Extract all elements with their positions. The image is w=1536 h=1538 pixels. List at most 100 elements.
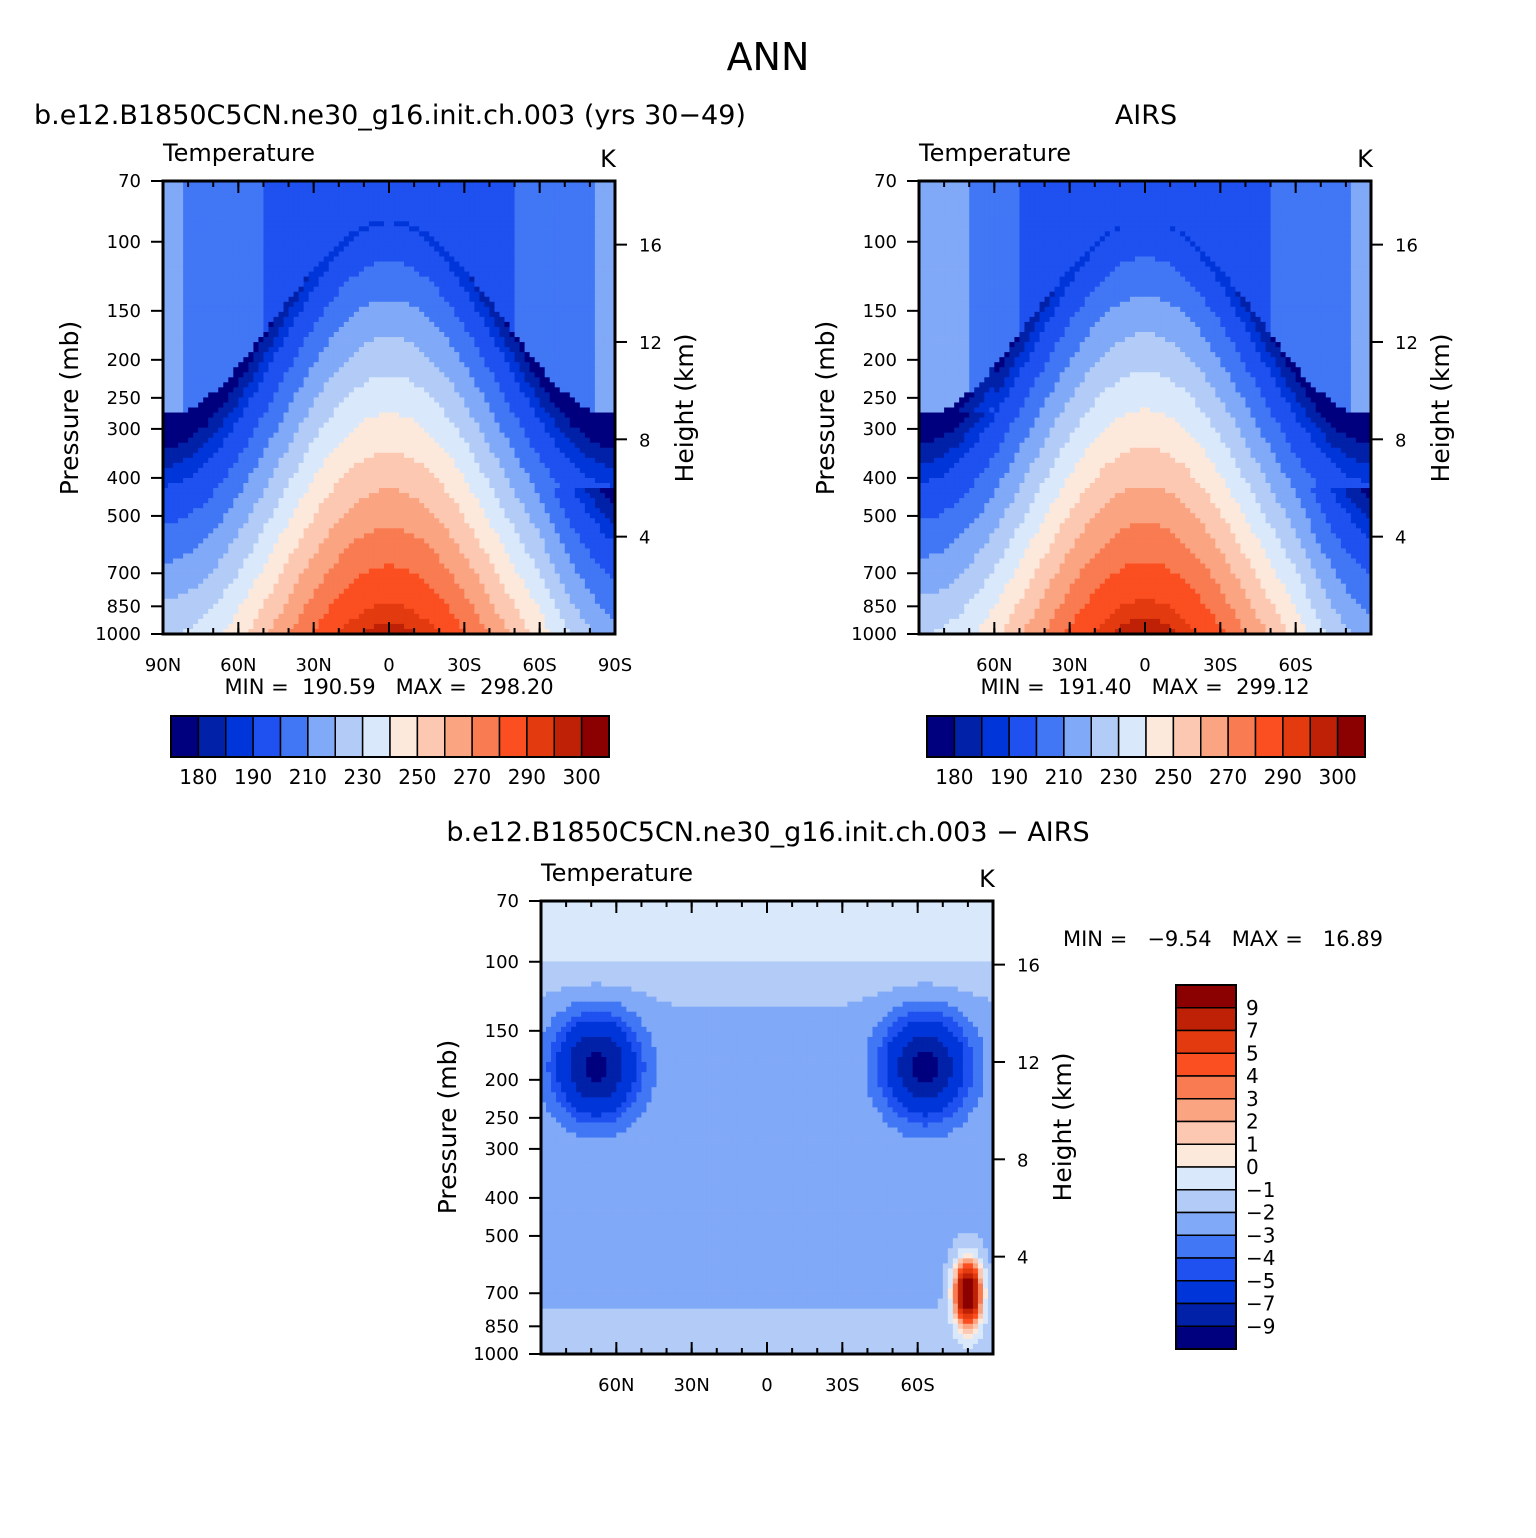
field-cell bbox=[373, 261, 380, 268]
field-cell bbox=[248, 261, 254, 268]
field-cell bbox=[328, 236, 335, 242]
field-cell bbox=[479, 301, 486, 308]
field-cell bbox=[549, 266, 556, 273]
field-cell bbox=[559, 427, 566, 434]
field-cell bbox=[539, 246, 546, 253]
field-cell bbox=[444, 332, 450, 338]
field-cell bbox=[529, 332, 536, 338]
field-cell bbox=[479, 306, 486, 313]
field-cell bbox=[479, 276, 486, 283]
field-cell bbox=[404, 452, 410, 459]
field-cell bbox=[353, 316, 360, 323]
field-cell bbox=[409, 367, 415, 373]
field-cell bbox=[363, 392, 370, 399]
field-cell bbox=[539, 342, 546, 348]
field-cell bbox=[383, 326, 390, 333]
field-cell bbox=[579, 452, 586, 459]
field-cell bbox=[609, 286, 615, 293]
field-cell bbox=[419, 321, 425, 328]
field-cell bbox=[394, 191, 400, 197]
field-cell bbox=[389, 452, 395, 459]
field-cell bbox=[188, 221, 194, 227]
field-cell bbox=[499, 281, 506, 288]
field-cell bbox=[579, 397, 586, 404]
field-cell bbox=[253, 196, 260, 202]
field-cell bbox=[419, 387, 425, 393]
field-cell bbox=[429, 326, 435, 333]
field-cell bbox=[168, 392, 174, 399]
field-cell bbox=[469, 321, 475, 328]
field-cell bbox=[273, 281, 280, 288]
field-cell bbox=[479, 286, 486, 293]
field-cell bbox=[389, 181, 395, 187]
field-cell bbox=[303, 251, 310, 258]
field-cell bbox=[213, 261, 219, 268]
field-cell bbox=[394, 326, 400, 333]
field-cell bbox=[213, 196, 219, 202]
field-cell bbox=[534, 427, 541, 434]
field-cell bbox=[404, 442, 410, 449]
field-cell bbox=[308, 211, 315, 217]
field-cell bbox=[358, 266, 365, 273]
field-cell bbox=[494, 191, 501, 197]
field-cell bbox=[534, 276, 541, 283]
field-cell bbox=[534, 377, 541, 383]
field-cell bbox=[554, 291, 561, 298]
field-cell bbox=[278, 231, 285, 237]
field-cell bbox=[594, 276, 601, 283]
field-cell bbox=[238, 321, 244, 328]
field-cell bbox=[323, 321, 330, 328]
field-cell bbox=[554, 311, 561, 318]
field-cell bbox=[549, 281, 556, 288]
field-cell bbox=[524, 246, 531, 253]
field-cell bbox=[579, 311, 586, 318]
field-cell bbox=[509, 382, 516, 388]
field-cell bbox=[378, 196, 385, 202]
field-cell bbox=[584, 251, 591, 258]
field-cell bbox=[519, 306, 526, 313]
field-cell bbox=[429, 442, 435, 449]
field-cell bbox=[238, 372, 244, 378]
field-cell bbox=[313, 362, 320, 368]
field-cell bbox=[559, 367, 566, 373]
field-cell bbox=[278, 437, 285, 444]
field-cell bbox=[173, 181, 179, 187]
field-cell bbox=[419, 412, 425, 419]
field-cell bbox=[514, 301, 521, 308]
field-cell bbox=[198, 271, 204, 278]
field-cell bbox=[218, 251, 224, 258]
field-cell bbox=[514, 447, 521, 454]
field-cell bbox=[198, 427, 204, 434]
field-cell bbox=[163, 326, 169, 333]
field-cell bbox=[464, 256, 470, 263]
field-cell bbox=[213, 311, 219, 318]
field-cell bbox=[599, 387, 606, 393]
field-cell bbox=[589, 316, 596, 323]
field-cell bbox=[318, 397, 325, 404]
field-cell bbox=[554, 221, 561, 227]
field-cell bbox=[243, 326, 249, 333]
field-cell bbox=[569, 311, 576, 318]
field-cell bbox=[293, 417, 300, 424]
field-cell bbox=[569, 301, 576, 308]
field-cell bbox=[454, 347, 460, 353]
field-cell bbox=[564, 231, 571, 237]
field-cell bbox=[514, 246, 521, 253]
field-cell bbox=[594, 211, 601, 217]
field-cell bbox=[353, 206, 360, 212]
field-cell bbox=[414, 422, 420, 429]
field-cell bbox=[183, 221, 189, 227]
field-cell bbox=[414, 276, 420, 283]
field-cell bbox=[514, 286, 521, 293]
field-cell bbox=[243, 236, 249, 242]
field-cell bbox=[208, 241, 214, 248]
field-cell bbox=[549, 311, 556, 318]
field-cell bbox=[564, 372, 571, 378]
field-cell bbox=[584, 256, 591, 263]
field-cell bbox=[303, 357, 310, 363]
field-cell bbox=[363, 306, 370, 313]
field-cell bbox=[544, 442, 551, 449]
field-cell bbox=[519, 332, 526, 338]
field-cell bbox=[323, 342, 330, 348]
field-cell bbox=[338, 387, 345, 393]
